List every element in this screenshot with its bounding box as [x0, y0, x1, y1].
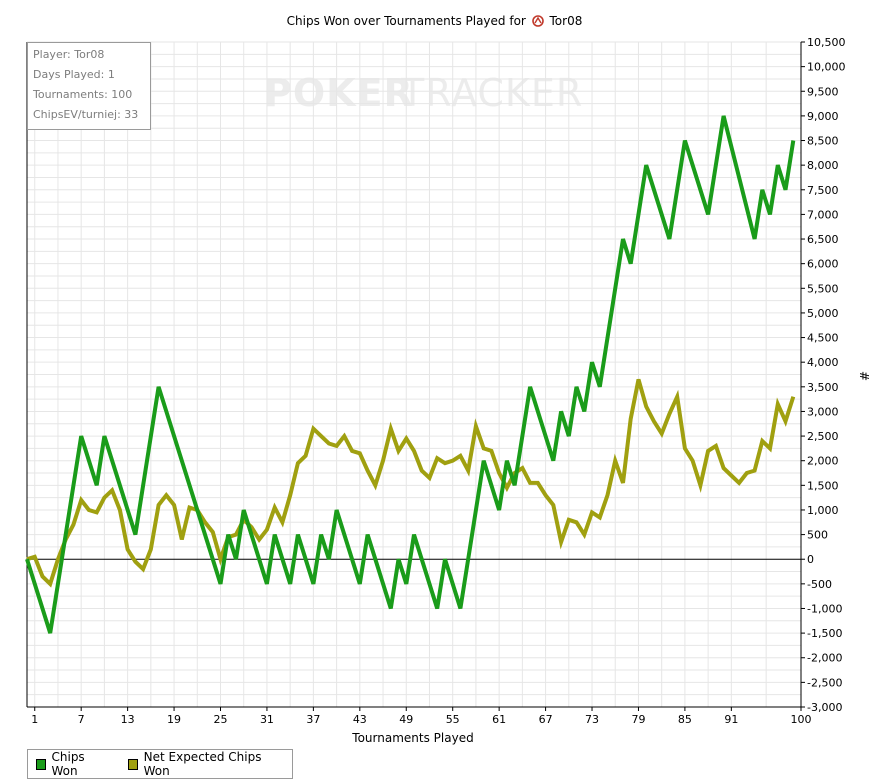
y-tick-label: 3,000 — [807, 405, 839, 418]
info-player: Player: Tor08 — [33, 48, 105, 61]
legend-item-net-expected[interactable]: Net Expected Chips Won — [128, 750, 268, 778]
legend-swatch-chips-won — [36, 758, 46, 770]
series-lines — [25, 115, 796, 634]
y-tick-label: 4,500 — [807, 332, 839, 345]
y-tick-label: 8,500 — [807, 135, 839, 148]
y-tick-label: 9,500 — [807, 85, 839, 98]
tick-labels: -3,000 -2,500 -2,000 -1,500 -1,000 -500 0 500 1,… — [31, 36, 845, 726]
x-tick-label: 55 — [446, 713, 460, 726]
y-tick-label: 1,000 — [807, 504, 839, 517]
chart-title-text: Chips Won over Tournaments Played for — [286, 14, 526, 28]
x-tick-label: 31 — [260, 713, 274, 726]
y-tick-label: 1,500 — [807, 479, 839, 492]
axes — [26, 41, 805, 711]
x-tick-label: 73 — [585, 713, 599, 726]
y-tick-label: 4,000 — [807, 356, 839, 369]
y-tick-label: 0 — [807, 553, 814, 566]
y-tick-label: 2,500 — [807, 430, 839, 443]
x-tick-label: 43 — [353, 713, 367, 726]
series-line-chips-won — [25, 115, 796, 634]
y-tick-label: 5,000 — [807, 307, 839, 320]
info-chips-ev: ChipsEV/turniej: 33 — [33, 108, 139, 121]
y-tick-label: -2,000 — [807, 652, 842, 665]
legend-swatch-net-expected — [128, 758, 138, 770]
watermark: POKER TRACKER — [264, 71, 583, 115]
x-tick-label: 37 — [306, 713, 320, 726]
watermark-left: POKER — [264, 71, 414, 115]
x-tick-label: 91 — [724, 713, 738, 726]
x-tick-label: 25 — [214, 713, 228, 726]
y-tick-label: -1,000 — [807, 602, 842, 615]
y-tick-label: 6,500 — [807, 233, 839, 246]
y-tick-label: -2,500 — [807, 676, 842, 689]
legend-item-chips-won[interactable]: Chips Won — [36, 750, 104, 778]
chart-title: Chips Won over Tournaments Played for To… — [0, 14, 869, 30]
y-tick-label: 500 — [807, 529, 828, 542]
legend-label-net-expected: Net Expected Chips Won — [143, 750, 262, 778]
y-tick-label: 7,500 — [807, 184, 839, 197]
y-tick-label: -500 — [807, 578, 832, 591]
y-tick-label: -1,500 — [807, 627, 842, 640]
y-tick-label: 9,000 — [807, 110, 839, 123]
x-tick-label: 61 — [492, 713, 506, 726]
x-tick-label: 85 — [678, 713, 692, 726]
info-tournaments: Tournaments: 100 — [33, 88, 133, 101]
legend-label-chips-won: Chips Won — [51, 750, 85, 778]
y-tick-label: 2,000 — [807, 455, 839, 468]
x-tick-label: 13 — [121, 713, 135, 726]
x-tick-label: 67 — [539, 713, 553, 726]
y-tick-label: -3,000 — [807, 701, 842, 714]
series-line-net-expected — [26, 378, 796, 588]
y-tick-label: 3,500 — [807, 381, 839, 394]
y-tick-label: 5,500 — [807, 282, 839, 295]
watermark-right: TRACKER — [400, 71, 583, 115]
x-tick-label: 19 — [167, 713, 181, 726]
poker-stars-icon — [531, 15, 544, 30]
x-tick-label: 100 — [791, 713, 812, 726]
y-tick-label: 10,000 — [807, 61, 846, 74]
chart-title-player: Tor08 — [549, 14, 583, 28]
x-tick-label: 49 — [399, 713, 413, 726]
y-axis-title: # — [857, 371, 869, 381]
x-tick-label: 7 — [78, 713, 85, 726]
y-tick-label: 7,000 — [807, 208, 839, 221]
player-info-box: Player: Tor08 Days Played: 1 Tournaments… — [27, 42, 151, 130]
legend: Chips Won Net Expected Chips Won — [27, 749, 293, 779]
x-axis-title: Tournaments Played — [351, 731, 473, 745]
y-tick-label: 8,000 — [807, 159, 839, 172]
x-tick-label: 79 — [631, 713, 645, 726]
y-tick-label: 6,000 — [807, 258, 839, 271]
info-days-played: Days Played: 1 — [33, 68, 115, 81]
x-tick-label: 1 — [31, 713, 38, 726]
y-tick-label: 10,500 — [807, 36, 846, 49]
